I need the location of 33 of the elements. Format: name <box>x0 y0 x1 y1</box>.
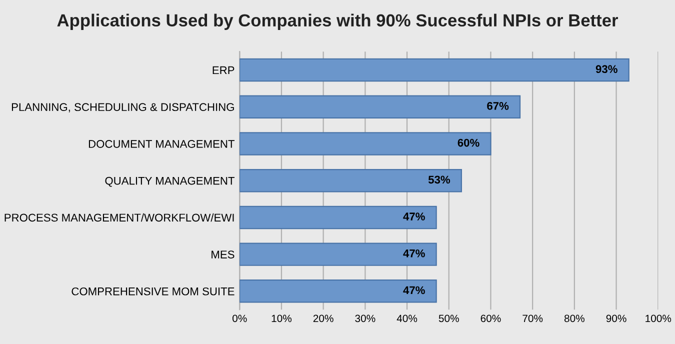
x-tick-label: 40% <box>396 314 418 322</box>
chart-title: Applications Used by Companies with 90% Sucessful NPIs or Better <box>57 14 618 30</box>
data-label: 47% <box>403 249 425 258</box>
bar <box>240 58 630 82</box>
bar <box>240 168 462 192</box>
data-label: 93% <box>596 65 618 74</box>
bar <box>240 132 492 156</box>
data-label: 60% <box>458 138 480 147</box>
y-tick-label: MES <box>212 250 234 258</box>
x-tick-label: 30% <box>355 314 376 322</box>
bar <box>240 206 437 230</box>
y-tick-label: PROCESS MANAGEMENT/WORKFLOW/EWI <box>4 213 234 222</box>
x-tick-label: 60% <box>480 314 501 322</box>
data-label: 47% <box>403 212 425 220</box>
x-tick-label: 100% <box>646 314 672 322</box>
bar <box>240 242 437 266</box>
x-tick-label: 50% <box>438 314 459 322</box>
y-tick-label: QUALITY MANAGEMENT <box>105 176 235 187</box>
x-tick-label: 10% <box>272 314 292 322</box>
x-tick-label: 90% <box>606 314 626 322</box>
y-tick-label: PLANNING, SCHEDULING & DISPATCHING <box>12 103 234 112</box>
x-tick-label: 80% <box>564 314 584 322</box>
y-tick-label: COMPREHENSIVE MOM SUITE <box>72 287 234 296</box>
x-tick-label: 20% <box>313 314 334 322</box>
x-tick-label: 0% <box>232 314 247 322</box>
y-tick-label: ERP <box>212 66 234 74</box>
bar <box>240 95 521 118</box>
bar <box>240 280 437 303</box>
data-label: 67% <box>487 102 509 110</box>
data-label: 53% <box>428 176 450 184</box>
x-tick-label: 70% <box>522 314 543 322</box>
y-tick-label: DOCUMENT MANAGEMENT <box>88 140 235 148</box>
data-label: 47% <box>403 286 425 294</box>
